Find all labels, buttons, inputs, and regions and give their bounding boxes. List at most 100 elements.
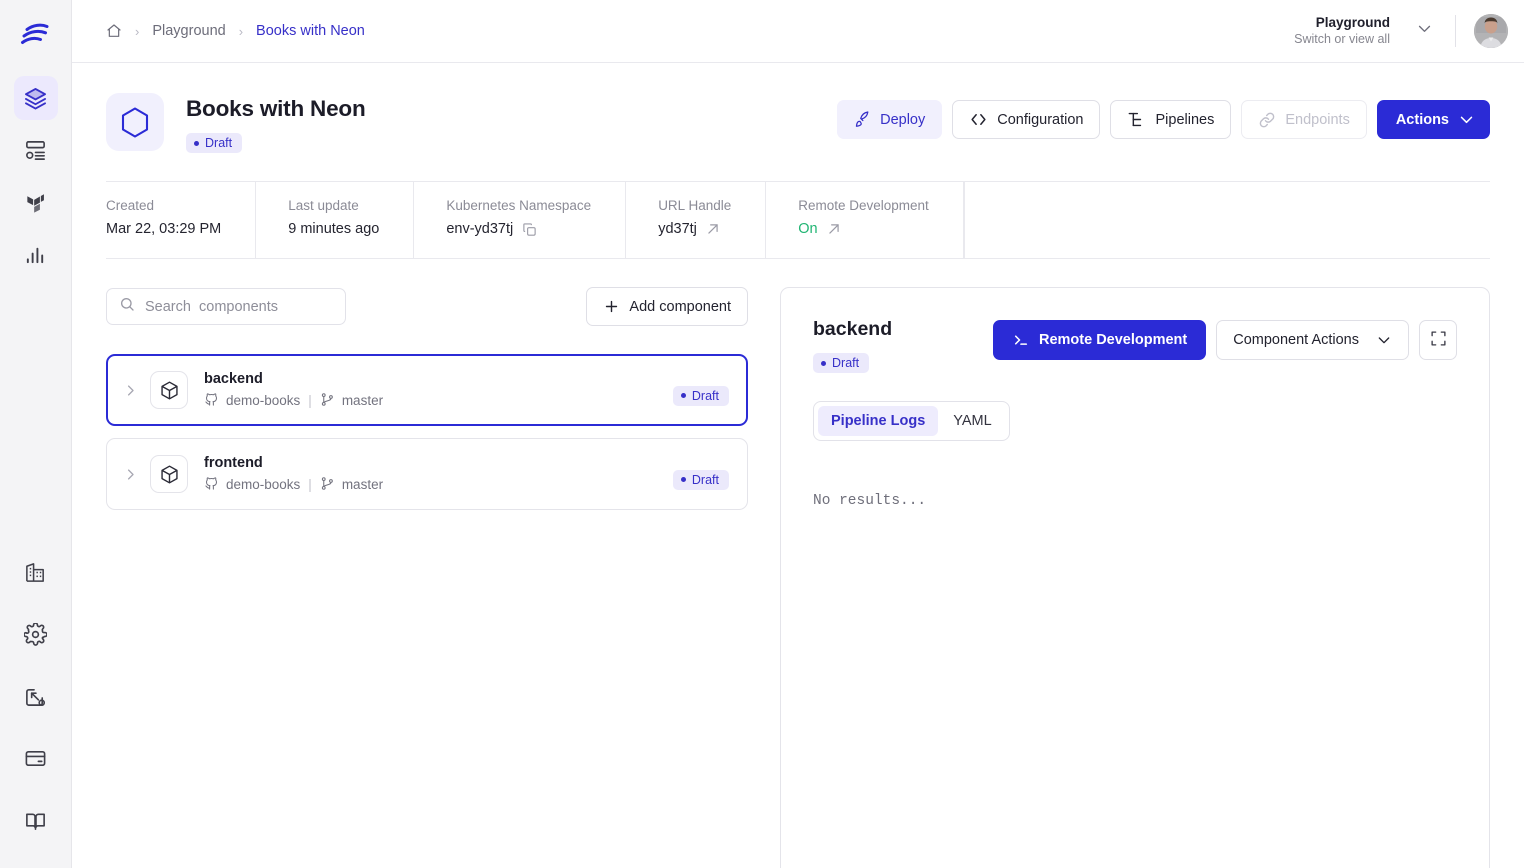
chevron-right-icon[interactable] — [121, 467, 139, 482]
search-components-field[interactable] — [106, 288, 346, 325]
org-subtitle: Switch or view all — [1294, 31, 1390, 46]
actions-button[interactable]: Actions — [1376, 100, 1490, 139]
components-toolbar: Add component — [106, 287, 748, 326]
remote-development-button[interactable]: Remote Development — [992, 320, 1207, 360]
add-component-button[interactable]: Add component — [586, 287, 748, 326]
status-dot-icon — [680, 477, 686, 482]
endpoints-button[interactable]: Endpoints — [1241, 100, 1367, 139]
component-actions-button[interactable]: Component Actions — [1216, 320, 1409, 360]
meta-last-update: Last update 9 minutes ago — [255, 182, 413, 258]
page-content: Books with Neon Draft — [72, 63, 1524, 868]
actions-button-label: Actions — [1395, 111, 1449, 128]
meta-label: URL Handle — [658, 198, 732, 213]
home-icon[interactable] — [106, 23, 122, 39]
plus-icon — [603, 298, 620, 315]
detail-panel-title: backend — [813, 318, 893, 340]
detail-panel-titles: backend Draft — [813, 318, 892, 373]
meta-label: Created — [106, 198, 155, 213]
page-header: Books with Neon Draft — [106, 63, 1490, 153]
component-list: backend demo-books | — [106, 354, 748, 510]
rail-secondary-nav — [14, 550, 58, 842]
status-badge-label: Draft — [832, 356, 860, 370]
meta-label: Kubernetes Namespace — [446, 198, 592, 213]
left-nav-rail — [0, 0, 72, 868]
meta-kubernetes-namespace: Kubernetes Namespace env-yd37tj — [413, 182, 625, 258]
sidebar-item-infrastructure[interactable] — [14, 180, 58, 224]
sidebar-item-resources[interactable] — [14, 128, 58, 172]
sidebar-item-environments[interactable] — [13, 76, 58, 120]
status-badge: Draft — [186, 133, 243, 153]
meta-value-row: yd37tj — [658, 221, 731, 237]
search-input[interactable] — [145, 298, 333, 315]
book-icon — [24, 809, 47, 832]
avatar[interactable] — [1474, 14, 1508, 48]
meta-label: Last update — [288, 198, 359, 213]
components-column: Add component — [106, 287, 748, 868]
git-branch-icon — [320, 392, 335, 410]
fullscreen-icon — [1430, 330, 1447, 350]
component-repo: demo-books — [226, 477, 301, 492]
meta-url-handle: URL Handle yd37tj — [625, 182, 765, 258]
component-detail-panel: backend Draft — [780, 287, 1490, 868]
breadcrumb: › Playground › Books with Neon — [106, 23, 365, 39]
component-info: frontend demo-books | — [204, 455, 383, 494]
meta-value-row: env-yd37tj — [446, 221, 591, 237]
expand-panel-button[interactable] — [1419, 320, 1457, 360]
sidebar-item-billing[interactable] — [14, 736, 58, 780]
chevron-right-icon[interactable] — [121, 383, 139, 398]
main-area: › Playground › Books with Neon Playgroun… — [72, 0, 1524, 868]
org-switcher[interactable]: Playground Switch or view all — [1294, 15, 1449, 48]
breadcrumb-separator: › — [238, 23, 244, 39]
external-link-icon[interactable] — [827, 222, 841, 236]
meta-value-row: On — [798, 221, 929, 237]
github-icon — [204, 392, 219, 410]
integration-icon — [24, 685, 47, 708]
copy-icon[interactable] — [522, 222, 537, 237]
sidebar-item-settings[interactable] — [14, 612, 58, 656]
chevron-down-icon — [1376, 332, 1392, 348]
detail-panel-actions: Remote Development Component Actions — [992, 318, 1457, 360]
deploy-button[interactable]: Deploy — [837, 100, 943, 139]
cube-icon — [150, 371, 188, 409]
component-card-backend[interactable]: backend demo-books | — [106, 354, 748, 426]
detail-column: backend Draft — [780, 287, 1490, 868]
tab-pipeline-logs[interactable]: Pipeline Logs — [818, 406, 939, 436]
status-badge: Draft — [672, 385, 729, 406]
component-meta: demo-books | master — [204, 392, 383, 410]
hexagon-icon — [106, 93, 164, 151]
github-icon — [204, 476, 219, 494]
credit-card-icon — [24, 747, 47, 770]
sidebar-item-organization[interactable] — [14, 550, 58, 594]
topbar: › Playground › Books with Neon Playgroun… — [72, 0, 1524, 63]
status-dot-icon — [194, 140, 199, 146]
bar-chart-icon — [24, 243, 47, 266]
sidebar-item-insights[interactable] — [14, 232, 58, 276]
tab-yaml[interactable]: YAML — [940, 406, 1004, 436]
external-link-icon[interactable] — [706, 222, 720, 236]
meta-separator: | — [308, 477, 312, 492]
status-badge-label: Draft — [691, 472, 719, 487]
meta-end-divider — [962, 182, 965, 258]
component-card-frontend[interactable]: frontend demo-books | — [106, 438, 748, 510]
breadcrumb-item-playground[interactable]: Playground — [152, 23, 226, 39]
sidebar-item-integrations[interactable] — [14, 674, 58, 718]
breadcrumb-item-current[interactable]: Books with Neon — [256, 23, 365, 39]
sidebar-item-documentation[interactable] — [14, 798, 58, 842]
meta-value: env-yd37tj — [446, 221, 514, 237]
env-meta-row: Created Mar 22, 03:29 PM Last update 9 m… — [106, 182, 1490, 258]
pipelines-button[interactable]: Pipelines — [1110, 100, 1232, 139]
component-info: backend demo-books | — [204, 371, 383, 410]
component-name: backend — [204, 370, 263, 387]
cube-icon — [150, 455, 188, 493]
rail-primary-nav — [13, 76, 58, 276]
brand-waves-logo[interactable] — [14, 14, 58, 58]
configuration-button[interactable]: Configuration — [952, 100, 1101, 139]
status-dot-icon — [821, 360, 826, 366]
env-meta-strip: Created Mar 22, 03:29 PM Last update 9 m… — [106, 181, 1490, 259]
terminal-icon — [1012, 331, 1030, 349]
meta-created: Created Mar 22, 03:29 PM — [106, 182, 255, 258]
status-badge: Draft — [813, 353, 870, 373]
component-name: frontend — [204, 454, 263, 471]
meta-separator: | — [308, 393, 312, 408]
